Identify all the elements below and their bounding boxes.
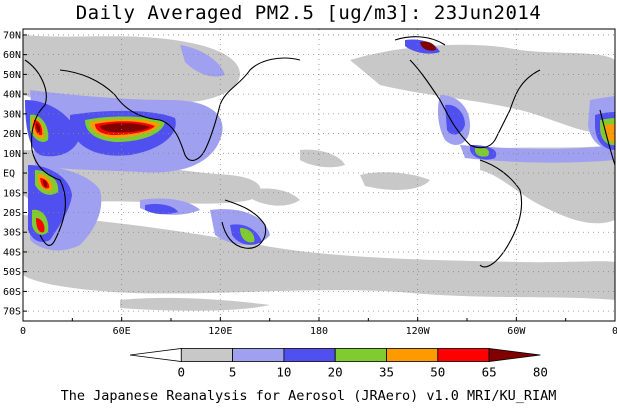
footer-credit: The Japanese Reanalysis for Aerosol (JRA… [60,388,557,404]
colorbar-segment [180,348,234,362]
lat-tick-label: 40N [3,90,21,101]
lat-tick-label: 40S [3,247,21,258]
lat-tick-label: 10S [3,188,21,199]
colorbar-segment [283,348,336,362]
colorbar-segment-below [129,348,182,362]
lat-tick-label: 70N [3,30,21,41]
colorbar-segment [232,348,285,362]
lat-tick-label: 30N [3,109,21,120]
lat-tick-label: 10N [3,149,21,160]
latitude-axis: 70N 60N 50N 40N 30N 20N 10N EQ 10S 20S 30S 40S 50S 60… [3,30,27,318]
colorbar-tick-label: 5 [229,365,237,380]
colorbar-legend: 0 5 10 20 35 50 65 80 [129,348,548,380]
lat-tick-label: 60S [3,287,21,298]
map-title: Daily Averaged PM2.5 [ug/m3]: 23Jun2014 [75,2,542,24]
colorbar-tick-label: 20 [328,365,343,380]
lon-tick-label: 120E [208,326,232,337]
longitude-axis: 0 60E 120E 180 120W 60W 0 [20,317,617,337]
lat-tick-label: 20S [3,208,21,219]
lat-tick-label: 50S [3,267,21,278]
lat-tick-label: EQ [3,169,15,180]
pm25-level-80-plus [36,41,436,187]
lat-tick-label: 20N [3,129,21,140]
lat-tick-label: 70S [3,307,21,318]
colorbar-tick-label: 0 [178,365,186,380]
lon-tick-label: 180 [310,326,328,337]
lon-tick-label: 0 [20,326,26,337]
colorbar-tick-label: 50 [430,365,445,380]
lon-tick-label: 60E [113,326,131,337]
lat-lon-grid [23,29,615,321]
lat-tick-label: 60N [3,50,21,61]
colorbar-tick-label: 10 [276,365,291,380]
lat-tick-label: 50N [3,70,21,81]
pm25-field [23,29,615,321]
colorbar-tick-label: 35 [379,365,394,380]
colorbar-tick-label: 65 [482,365,497,380]
colorbar-segment [386,348,439,362]
colorbar-segment [334,348,387,362]
colorbar-segment-above [488,348,541,362]
lon-tick-label: 60W [507,326,526,337]
lat-tick-label: 30S [3,228,21,239]
coastlines [24,36,615,268]
colorbar-segment [437,348,490,362]
colorbar-tick-label: 80 [533,365,548,380]
lon-tick-label: 0 [612,326,617,337]
lon-tick-label: 120W [406,326,431,337]
